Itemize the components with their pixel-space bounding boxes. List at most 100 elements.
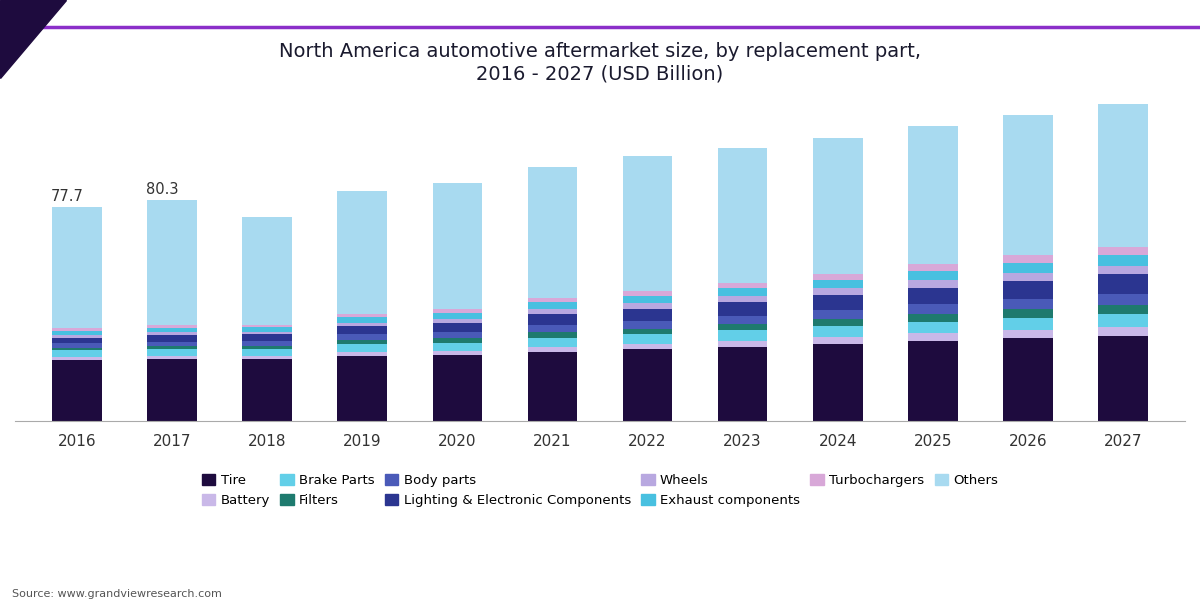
Bar [242, 334, 292, 341]
Bar [1003, 318, 1052, 330]
Bar [1098, 294, 1148, 305]
Bar [1003, 273, 1052, 281]
Bar [718, 347, 768, 421]
Bar [432, 309, 482, 313]
Bar [908, 322, 958, 334]
Bar [52, 328, 102, 331]
Bar [1003, 115, 1052, 256]
Bar [908, 271, 958, 280]
Bar [337, 356, 386, 421]
Bar [148, 349, 197, 356]
Bar [432, 182, 482, 309]
Bar [814, 288, 863, 295]
Bar [1098, 274, 1148, 294]
Bar [1003, 263, 1052, 273]
Bar [52, 207, 102, 328]
Bar [528, 309, 577, 314]
Bar [242, 349, 292, 356]
Bar [908, 265, 958, 271]
Bar [432, 332, 482, 338]
Text: Source: www.grandviewresearch.com: Source: www.grandviewresearch.com [12, 589, 222, 599]
Bar [1098, 327, 1148, 335]
Bar [1098, 266, 1148, 274]
Bar [908, 341, 958, 421]
Bar [432, 323, 482, 332]
Legend: Tire, Battery, Brake Parts, Filters, Body parts, Lighting & Electronic Component: Tire, Battery, Brake Parts, Filters, Bod… [197, 469, 1003, 512]
Bar [337, 326, 386, 334]
Bar [718, 316, 768, 324]
Bar [623, 291, 672, 296]
Bar [148, 342, 197, 346]
Bar [908, 288, 958, 304]
Bar [623, 344, 672, 349]
Bar [814, 326, 863, 337]
Bar [623, 303, 672, 308]
Bar [337, 191, 386, 314]
Bar [242, 341, 292, 346]
Bar [718, 148, 768, 283]
Bar [337, 314, 386, 317]
Bar [528, 332, 577, 338]
Bar [52, 335, 102, 338]
Bar [908, 304, 958, 314]
Bar [52, 347, 102, 350]
Bar [528, 298, 577, 302]
Bar [623, 349, 672, 421]
Bar [242, 217, 292, 325]
Bar [432, 343, 482, 351]
Bar [814, 274, 863, 280]
Bar [148, 335, 197, 342]
Bar [337, 323, 386, 326]
Bar [814, 337, 863, 344]
Bar [528, 167, 577, 298]
Bar [1098, 335, 1148, 421]
Bar [337, 352, 386, 356]
Bar [148, 346, 197, 349]
Bar [148, 200, 197, 325]
Bar [148, 359, 197, 421]
Bar [908, 314, 958, 322]
Bar [528, 352, 577, 421]
Text: 80.3: 80.3 [146, 182, 179, 197]
Bar [718, 341, 768, 347]
Bar [814, 310, 863, 319]
Bar [528, 325, 577, 332]
Bar [242, 356, 292, 359]
Bar [432, 338, 482, 343]
Bar [52, 338, 102, 343]
Bar [52, 331, 102, 335]
Bar [718, 324, 768, 330]
Bar [908, 334, 958, 341]
Bar [148, 328, 197, 332]
Bar [814, 295, 863, 310]
Bar [528, 347, 577, 352]
Bar [623, 334, 672, 344]
Bar [814, 139, 863, 274]
Bar [1098, 104, 1148, 247]
Bar [337, 334, 386, 340]
Bar [1003, 310, 1052, 318]
Bar [528, 314, 577, 325]
Bar [242, 346, 292, 349]
Bar [1003, 281, 1052, 299]
Bar [52, 361, 102, 421]
Bar [1003, 256, 1052, 263]
Bar [908, 280, 958, 288]
Bar [242, 325, 292, 328]
Bar [52, 357, 102, 361]
Bar [432, 319, 482, 323]
Bar [1003, 338, 1052, 421]
Bar [337, 340, 386, 344]
Bar [432, 355, 482, 421]
Bar [148, 332, 197, 335]
Bar [242, 332, 292, 334]
Bar [148, 325, 197, 328]
Bar [242, 359, 292, 421]
Bar [1098, 305, 1148, 314]
Bar [432, 313, 482, 319]
Bar [1098, 247, 1148, 255]
Bar [718, 283, 768, 288]
Bar [337, 317, 386, 323]
Bar [623, 157, 672, 291]
Bar [1003, 299, 1052, 310]
